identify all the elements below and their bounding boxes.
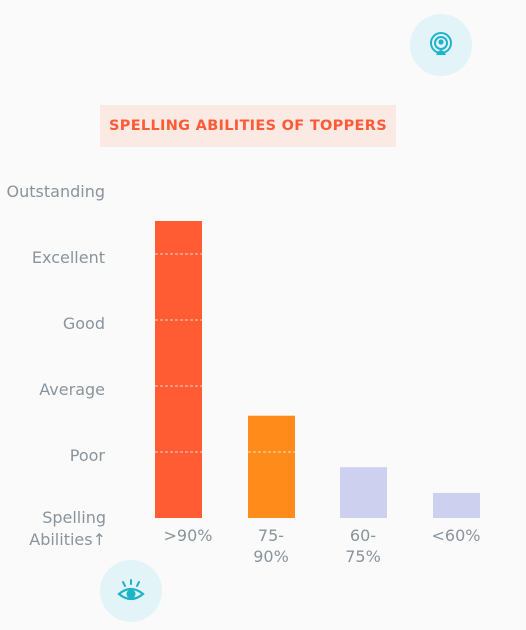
y-tick-good: Good bbox=[62, 314, 105, 333]
bar bbox=[155, 221, 202, 518]
x-tick-label: <60% bbox=[431, 526, 481, 545]
x-tick-label: 60- 75% bbox=[345, 526, 381, 566]
bar bbox=[340, 467, 387, 518]
broadcast-person-icon[interactable] bbox=[410, 14, 472, 76]
x-tick-label: >90% bbox=[163, 526, 213, 545]
y-tick-outstanding: Outstanding bbox=[6, 182, 105, 201]
y-tick-excellent: Excellent bbox=[31, 248, 105, 267]
eye-icon[interactable] bbox=[100, 560, 162, 622]
chart-title-box: SPELLING ABILITIES OF TOPPERS bbox=[100, 105, 396, 147]
y-tick-poor: Poor bbox=[69, 446, 105, 465]
y-axis-title: Spelling Abilities↑ bbox=[29, 508, 106, 549]
chart-title: SPELLING ABILITIES OF TOPPERS bbox=[109, 118, 387, 134]
x-tick-label: 75- 90% bbox=[253, 526, 289, 566]
bar bbox=[433, 492, 480, 518]
bar bbox=[248, 415, 295, 518]
y-tick-average: Average bbox=[39, 380, 105, 399]
